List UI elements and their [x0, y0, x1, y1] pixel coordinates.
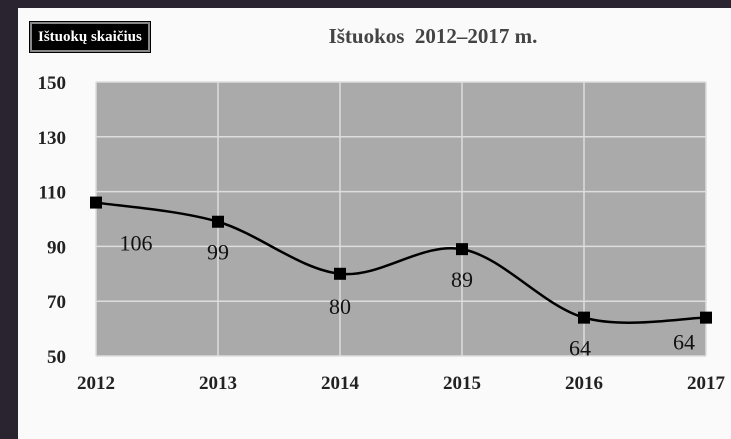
y-tick-label: 130 [38, 128, 67, 149]
data-label: 64 [569, 336, 591, 361]
data-label: 64 [673, 330, 695, 355]
x-tick-label: 2012 [77, 373, 115, 394]
data-point [456, 243, 468, 256]
x-tick-label: 2014 [321, 373, 360, 394]
data-point [700, 311, 712, 324]
y-tick-label: 110 [39, 183, 66, 204]
data-label: 89 [451, 267, 473, 292]
y-tick-label: 150 [38, 73, 67, 94]
y-tick-label: 50 [47, 347, 66, 368]
x-tick-label: 2013 [199, 373, 237, 394]
x-tick-label: 2015 [443, 373, 481, 394]
line-chart: 50 70 90 110 130 150 2012 2013 2014 2015 2016 2017 1… [38, 73, 726, 394]
x-tick-label: 2016 [565, 373, 603, 394]
data-label: 106 [120, 231, 153, 256]
data-label: 99 [207, 240, 229, 265]
y-tick-label: 70 [47, 292, 66, 313]
data-point [578, 311, 590, 324]
legend-entry: Ištuokų skaičius [30, 22, 150, 52]
data-point [90, 196, 102, 209]
series-line [95, 201, 707, 324]
data-label: 80 [329, 294, 351, 319]
chart-title: Ištuokos 2012–2017 m. [328, 24, 538, 48]
chart-frame: 50 70 90 110 130 150 2012 2013 2014 2015 2016 2017 1… [18, 8, 731, 439]
y-tick-label: 90 [47, 237, 66, 258]
data-point [334, 267, 346, 280]
x-tick-label: 2017 [687, 373, 726, 394]
data-point [212, 215, 224, 228]
plot-area [96, 82, 706, 356]
